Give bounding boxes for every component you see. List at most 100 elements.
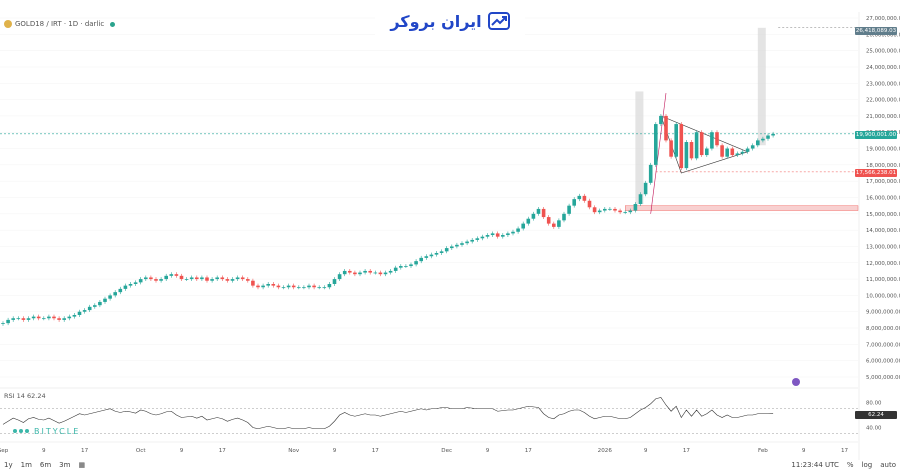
range-1m-button[interactable]: 1m xyxy=(20,461,32,469)
candle-body xyxy=(745,148,750,152)
candle-body xyxy=(419,257,423,262)
candle-body xyxy=(337,274,342,280)
broker-logo: ایران بروکر xyxy=(375,0,525,42)
percent-toggle[interactable]: % xyxy=(846,461,854,469)
candle-body xyxy=(388,270,393,273)
candle-body xyxy=(628,210,633,213)
candle-body xyxy=(184,279,189,280)
candle-body xyxy=(618,210,622,213)
symbol-legend[interactable]: GOLD18 / IRT · 1D · darlic xyxy=(4,20,116,28)
candle-body xyxy=(756,140,760,146)
candle-body xyxy=(312,285,316,288)
candle-body xyxy=(552,223,556,227)
price-tick-label: 23,000,000.00 xyxy=(866,81,900,87)
breakout-zone-1 xyxy=(635,91,644,205)
candle-body xyxy=(26,318,31,320)
price-tick-label: 14,000,000.00 xyxy=(866,228,900,234)
price-tick-label: 24,000,000.00 xyxy=(866,65,900,71)
price-tick-label: 21,000,000.00 xyxy=(866,114,900,120)
price-tick-label: 15,000,000.00 xyxy=(866,212,900,218)
price-tick-label: 8,000,000.00 xyxy=(866,326,900,332)
candle-body xyxy=(771,133,775,136)
candle-body xyxy=(195,277,199,280)
rsi-legend[interactable]: RSI 14 62.24 xyxy=(4,392,46,400)
price-tick-label: 12,000,000.00 xyxy=(866,261,900,267)
candle-body xyxy=(174,274,179,276)
candle-body xyxy=(93,305,97,307)
candle-body xyxy=(108,295,112,299)
log-toggle[interactable]: log xyxy=(861,461,873,469)
candle-body xyxy=(439,251,444,253)
candle-body xyxy=(659,115,663,125)
candle-body xyxy=(689,142,694,159)
candle-body xyxy=(154,279,158,281)
range-1y-button[interactable]: 1y xyxy=(4,461,13,469)
candle-body xyxy=(286,285,291,288)
candle-body xyxy=(633,204,638,211)
candle-body xyxy=(541,208,546,218)
time-tick-label: 9 xyxy=(644,448,648,454)
candle-body xyxy=(271,283,276,286)
range-6m-button[interactable]: 6m xyxy=(39,461,52,469)
range-3m-button[interactable]: 3m xyxy=(59,461,71,469)
candle-body xyxy=(592,207,597,213)
candle-body xyxy=(572,199,576,206)
candle-body xyxy=(149,277,153,280)
bottom-toolbar: 1y 1m 6m 3m ▦ 11:23:44 UTC % log auto xyxy=(0,461,900,471)
candle-body xyxy=(240,277,245,280)
candle-body xyxy=(42,318,46,320)
candle-body xyxy=(36,316,41,319)
candle-body xyxy=(444,248,449,252)
candle-body xyxy=(225,279,230,281)
candle-body xyxy=(501,235,505,237)
candle-body xyxy=(414,261,418,265)
candle-body xyxy=(684,142,689,169)
candle-body xyxy=(82,310,87,312)
candle-body xyxy=(699,132,704,156)
candle-body xyxy=(761,138,765,141)
candle-body xyxy=(52,316,56,319)
price-tick-label: 9,000,000.00 xyxy=(866,310,900,316)
time-tick-label: 9 xyxy=(802,448,806,454)
candle-body xyxy=(373,272,378,274)
candle-body xyxy=(557,220,561,227)
candle-body xyxy=(638,194,643,205)
candle-body xyxy=(276,285,281,288)
price-tick-label: 16,000,000.00 xyxy=(866,196,900,202)
candle-body xyxy=(715,132,719,146)
candle-body xyxy=(643,182,648,195)
candle-body xyxy=(297,287,301,289)
time-tick-label: 17 xyxy=(219,448,227,454)
calendar-icon[interactable]: ▦ xyxy=(78,461,86,469)
candle-body xyxy=(368,270,372,273)
candle-body xyxy=(11,318,15,320)
time-tick-label: Nov xyxy=(288,448,300,454)
bitycle-logo-icon xyxy=(13,429,29,433)
candle-body xyxy=(215,277,219,280)
candle-body xyxy=(246,279,250,281)
candle-body xyxy=(67,316,72,319)
time-tick-label: 17 xyxy=(525,448,533,454)
candle-body xyxy=(536,208,541,214)
watermark-text: BITYCLE xyxy=(34,426,81,436)
support-price-label: 17,566,238.01 xyxy=(855,169,897,177)
time-tick-label: 17 xyxy=(841,448,849,454)
candle-body xyxy=(730,148,735,156)
support-zone xyxy=(625,205,859,211)
candle-body xyxy=(608,208,612,210)
candle-body xyxy=(31,316,36,319)
price-tick-label: 5,000,000.00 xyxy=(866,375,900,381)
candle-body xyxy=(159,279,163,281)
candle-body xyxy=(582,195,587,201)
candle-body xyxy=(475,238,480,240)
time-tick-label: 17 xyxy=(683,448,691,454)
candle-body xyxy=(256,285,260,288)
candle-body xyxy=(720,145,724,157)
candle-body xyxy=(230,279,235,281)
candle-body xyxy=(358,272,362,275)
candle-body xyxy=(490,233,495,236)
auto-toggle[interactable]: auto xyxy=(880,461,896,469)
candle-body xyxy=(725,148,729,157)
